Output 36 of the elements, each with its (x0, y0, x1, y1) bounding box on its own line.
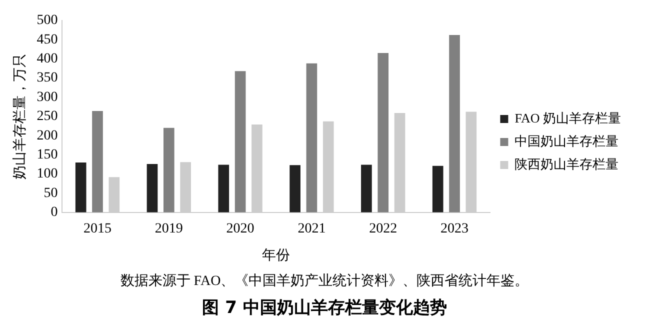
y-tick-label: 350 (36, 70, 58, 86)
x-tick-label: 2020 (226, 221, 254, 236)
bar (146, 164, 158, 212)
x-tick-label: 2022 (369, 221, 398, 236)
bar (432, 166, 444, 212)
text: 数据来源于 FAO、《中国羊奶产业统计资料》、陕西省统计年鉴。 (119, 272, 530, 290)
text: 图 7 中国奶山羊存栏量变化趋势 (201, 297, 448, 319)
x-axis-title: 年份 (262, 247, 290, 264)
y-tick-label: 100 (36, 166, 58, 182)
bar (290, 165, 300, 212)
y-tick-label: 200 (36, 128, 58, 144)
x-tick-label: 2023 (440, 221, 469, 236)
bar (163, 128, 174, 212)
bar (449, 34, 460, 212)
y-tick-label: 150 (36, 147, 58, 162)
legend-label: 陕西奶山羊存栏量 (514, 156, 619, 172)
x-tick-label: 2019 (154, 221, 183, 236)
bar (361, 164, 372, 212)
x-tick-label: 2021 (298, 221, 326, 236)
bar (234, 71, 246, 212)
y-tick-label: 0 (50, 205, 58, 220)
bar (218, 164, 230, 212)
y-tick-label: 50 (44, 186, 58, 201)
bar (378, 53, 389, 212)
y-tick-label: 300 (36, 90, 58, 105)
bar (75, 162, 86, 212)
y-tick-label: 250 (36, 109, 58, 124)
y-tick-label: 450 (36, 32, 58, 48)
x-tick-label: 2015 (84, 221, 112, 236)
y-axis-title: 奶山羊存栏量，万只 (12, 53, 28, 180)
legend-label: 中国奶山羊存栏量 (514, 133, 619, 148)
bar (306, 63, 318, 212)
y-tick-label: 400 (36, 51, 58, 66)
bar (92, 111, 103, 212)
y-tick-label: 500 (36, 13, 58, 28)
legend-label: FAO 奶山羊存栏量 (514, 110, 622, 126)
